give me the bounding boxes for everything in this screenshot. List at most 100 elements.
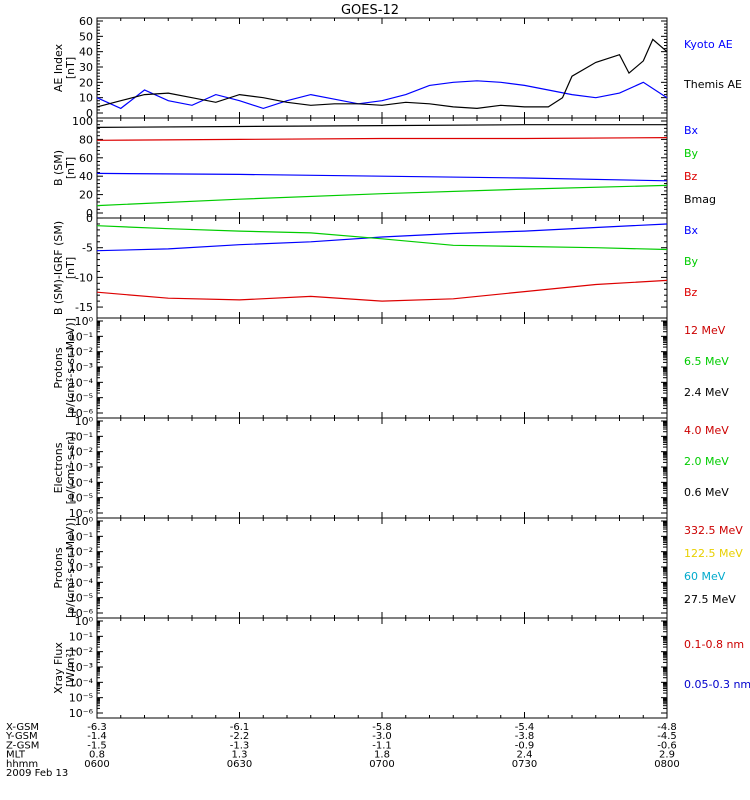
y-tick-label: 10⁻² [69,346,93,359]
y-axis-label-line: [p/(cm²-s-sr-MeV)] [64,318,77,418]
y-tick-label: 40 [79,46,93,59]
y-tick-label: 10⁻⁶ [69,707,94,720]
legend-label: 2.4 MeV [684,386,729,399]
series-line-bmag [96,124,667,128]
y-axis-label: Protons[p/(cm²-s-sr-MeV)] [52,318,77,418]
x-axis-value: 0730 [512,759,537,770]
y-tick-label: 10⁻⁴ [69,476,94,489]
x-axis-value: -0.6 [657,740,677,751]
panel-frame [96,617,668,719]
y-axis-label: Protons[p/(cm²-s-sr-MeV)] [52,518,77,618]
y-tick-label: 10⁰ [75,415,94,428]
y-tick-label: 10⁻¹ [69,430,93,443]
x-axis-value: 1.3 [232,750,248,761]
x-axis-value: -5.4 [515,722,535,733]
panel-4: 10⁰10⁻¹10⁻²10⁻³10⁻⁴10⁻⁵10⁻⁶Protons[p/(cm… [52,315,729,420]
y-tick-label: 10⁻⁴ [69,676,94,689]
series-line-kyoto-ae [96,80,668,110]
x-axis-row-label: X-GSM [6,722,39,733]
legend-label: 0.6 MeV [684,486,729,499]
legend-label: By [684,147,699,160]
y-axis-label-line: Electrons [52,442,65,493]
y-tick-label: -15 [75,301,93,314]
y-tick-label: 0 [86,207,93,220]
panel-3: -15 -10 -5 0 B (SM)-IGRF (SM)[nT] Bx By Bz [52,212,699,319]
panel-7: 10⁰ 10⁻¹ 10⁻² 10⁻³ 10⁻⁴ 10⁻⁵ 10⁻⁶ Xray Flux[W/m… [52,615,750,720]
x-axis-value: 2.4 [517,750,533,761]
y-tick-label: 10⁻⁵ [69,692,93,705]
y-axis-label-line: B (SM)-IGRF (SM) [52,221,65,315]
y-tick-label: 80 [79,133,93,146]
x-axis-value: -3.0 [372,731,392,742]
x-axis-value: 1.8 [374,750,390,761]
y-tick-label: 40 [79,170,93,183]
y-tick-label: 0 [86,212,93,225]
y-axis-label: Xray Flux[W/m²] [52,642,77,694]
y-tick-label: 10⁻¹ [69,330,93,343]
y-tick-label: -5 [82,242,93,255]
panel-1: 0 10 20 30 40 50 60 AE Index[nT] Kyoto AE Themis … [52,15,742,120]
y-tick-label: 10⁻⁶ [69,607,94,620]
y-tick-label: 60 [79,152,93,165]
y-axis-label-line: AE Index [52,43,65,92]
legend-label: 60 MeV [684,570,726,583]
panel-frame [96,517,668,619]
y-axis-label-line: Xray Flux [52,642,65,694]
y-tick-label: 10⁻⁴ [69,576,94,589]
x-axis-value: 2.9 [659,750,675,761]
legend-label: 332.5 MeV [684,524,743,537]
y-axis-label: B (SM)-IGRF (SM)[nT] [52,221,77,315]
y-axis-label: B (SM)[nT] [52,150,77,186]
y-tick-label: 10⁻⁴ [69,376,94,389]
legend-label: Bx [684,124,699,137]
y-axis-label-line: Protons [52,347,65,388]
x-axis-row-label: hhmm [6,759,38,770]
y-tick-label: 10⁻⁵ [69,492,93,505]
x-axis-value: -1.1 [372,740,392,751]
legend-label: 2.0 MeV [684,455,729,468]
y-tick-label: 20 [79,76,93,89]
legend-label: 0.1-0.8 nm [684,638,744,651]
series-line-bx [96,172,668,182]
panel-6: 10⁰10⁻¹10⁻²10⁻³10⁻⁴10⁻⁵10⁻⁶Protons[p/(cm… [52,515,743,620]
y-tick-label: 20 [79,189,93,202]
y-tick-label: 0 [86,107,93,120]
y-axis-label-line: [nT] [64,157,77,179]
y-axis-label-line: [p/(cm²-s-sr-MeV)] [64,518,77,618]
x-axis-value: -3.8 [515,731,535,742]
panel-frame [96,317,668,419]
y-tick-label: 10⁰ [75,315,94,328]
x-axis-value: 0700 [369,759,394,770]
series-line-by [96,225,668,251]
x-axis-value: 0.8 [89,750,105,761]
y-tick-label: 10⁻⁵ [69,592,93,605]
x-axis-value: -1.4 [87,731,107,742]
series-line-themis-ae [96,38,668,110]
y-axis-label-line: Protons [52,547,65,588]
legend-label: Bz [684,286,698,299]
y-tick-label: 10 [79,92,93,105]
x-axis-value: -4.5 [657,731,677,742]
y-axis-label-line: [W/m²] [64,649,77,687]
y-axis-label-line: B (SM) [52,150,65,186]
y-tick-label: 10⁻¹ [69,630,93,643]
legend-label: By [684,255,699,268]
y-tick-label: 10⁻² [69,546,93,559]
y-tick-label: 60 [79,15,93,28]
x-axis-value: 0800 [654,759,679,770]
panel-frame [96,117,668,219]
x-axis-value: -6.3 [87,722,107,733]
y-axis-label-line: [nT] [64,257,77,279]
y-axis-label: AE Index[nT] [52,43,77,92]
y-tick-label: -10 [75,271,93,284]
x-axis-row-label: Y-GSM [5,731,38,742]
y-tick-label: 10⁰ [75,615,94,628]
x-axis-row-label: Z-GSM [6,740,39,751]
legend-label: 12 MeV [684,324,726,337]
y-tick-label: 10⁻¹ [69,530,93,543]
y-axis-label-line: [nT] [64,57,77,79]
y-tick-label: 10⁻² [69,446,93,459]
legend-label: 6.5 MeV [684,355,729,368]
